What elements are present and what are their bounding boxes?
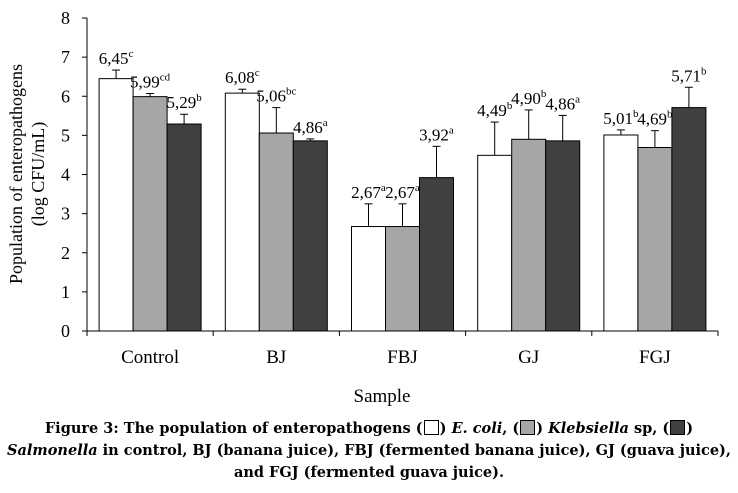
- caption-text-3: , (: [502, 420, 520, 437]
- y-axis-label-line-2: (log CFU/mL): [28, 122, 49, 227]
- x-tick-label: GJ: [518, 347, 539, 368]
- y-tick-label: 5: [61, 125, 70, 145]
- chart-axes: 0 1 2 3 4 5 6 7 8 Control BJ FBJ GJ FGJ: [61, 8, 719, 368]
- caption-text-4: ): [536, 420, 549, 437]
- data-label: 5,99cd: [130, 72, 171, 92]
- bar: [351, 226, 386, 332]
- data-label: 5,71b: [671, 65, 707, 85]
- salmonella-legend-swatch: [670, 420, 686, 435]
- y-axis-label-line-1: Population of enteropathogens: [6, 64, 26, 284]
- y-tick-label: 7: [61, 47, 70, 67]
- bar: [637, 147, 673, 332]
- y-tick-label: 2: [61, 243, 70, 263]
- data-label: 5,06bc: [256, 86, 296, 106]
- data-label: 6,08c: [225, 67, 260, 87]
- y-tick-label: 8: [61, 8, 70, 28]
- bar: [132, 96, 168, 332]
- bar: [292, 140, 328, 332]
- caption-salmonella: Salmonella: [7, 442, 98, 459]
- bar: [166, 123, 202, 332]
- y-tick-label: 0: [61, 321, 70, 341]
- data-label: 4,86a: [545, 93, 580, 113]
- bar: [258, 132, 294, 332]
- data-label: 6,45c: [99, 48, 134, 68]
- caption-text-6: ): [686, 420, 694, 437]
- x-tick-label: FBJ: [387, 347, 418, 368]
- y-tick-label: 4: [61, 165, 70, 185]
- bar: [98, 78, 134, 332]
- figure-caption: Figure 3: The population of enteropathog…: [0, 418, 738, 484]
- y-tick-label: 3: [61, 204, 70, 224]
- data-label: 4,49b: [477, 100, 513, 120]
- caption-text-5: sp, (: [628, 420, 670, 437]
- data-label: 2,67a: [351, 182, 386, 202]
- data-label: 4,69b: [637, 109, 673, 129]
- caption-text-2: ): [439, 420, 452, 437]
- caption-text-7: in control, BJ (banana juice), FBJ (ferm…: [97, 442, 731, 481]
- bar: [419, 177, 454, 332]
- bar: [671, 107, 707, 332]
- x-tick-label: Control: [121, 347, 179, 368]
- data-label: 3,92a: [419, 124, 454, 144]
- data-label: 2,67a: [385, 182, 420, 202]
- data-label: 4,90b: [511, 88, 547, 108]
- x-tick-label: FGJ: [639, 347, 671, 368]
- bar: [385, 226, 420, 332]
- caption-text-1: Figure 3: The population of enteropathog…: [44, 420, 423, 437]
- bar: [511, 138, 547, 332]
- x-axis-label: Sample: [354, 386, 411, 407]
- bar: [545, 140, 581, 332]
- bar: [477, 154, 513, 332]
- y-tick-label: 1: [61, 282, 70, 302]
- klebsiella-legend-swatch: [520, 420, 536, 435]
- y-tick-label: 6: [61, 86, 70, 106]
- x-tick-label: BJ: [266, 347, 286, 368]
- data-label: 4,86a: [293, 117, 328, 137]
- data-label: 5,29b: [166, 92, 202, 112]
- ecoli-legend-swatch: [423, 420, 439, 435]
- bar: [224, 92, 260, 332]
- caption-klebsiella: Klebsiella: [548, 420, 629, 437]
- data-label: 5,01b: [603, 108, 639, 128]
- bar: [603, 134, 639, 332]
- caption-ecoli: E. coli: [451, 420, 503, 437]
